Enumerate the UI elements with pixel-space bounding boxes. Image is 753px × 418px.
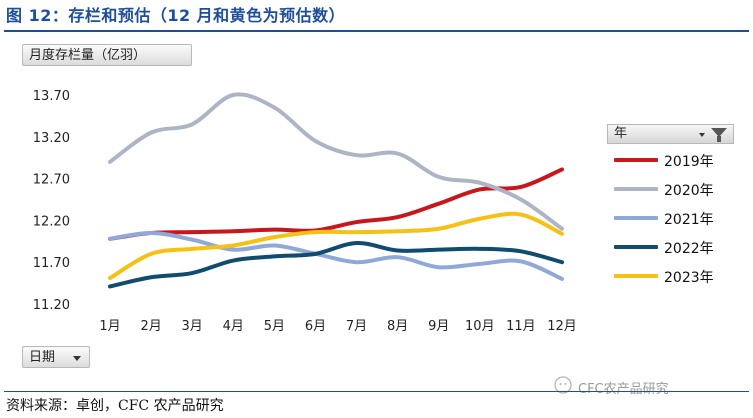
legend-item[interactable]: 2021年 bbox=[614, 208, 734, 228]
unit-field-button[interactable]: 月度存栏量（亿羽） bbox=[22, 44, 192, 66]
y-tick-label: 11.20 bbox=[33, 298, 70, 313]
legend-field-label: 年 bbox=[614, 126, 628, 141]
legend-item[interactable]: 2019年 bbox=[614, 150, 734, 170]
y-tick-label: 11.70 bbox=[33, 256, 70, 271]
x-tick-label: 3月 bbox=[182, 319, 203, 334]
title-divider bbox=[4, 30, 749, 32]
legend-label: 2022年 bbox=[664, 241, 714, 257]
date-field-button[interactable]: 日期 bbox=[22, 346, 90, 368]
legend-swatch bbox=[614, 245, 658, 249]
figure-title: 图 12：存栏和预估（12 月和黄色为预估数） bbox=[6, 6, 346, 25]
legend-label: 2019年 bbox=[664, 154, 714, 170]
x-tick-label: 6月 bbox=[305, 319, 326, 334]
chevron-down-icon[interactable] bbox=[699, 133, 705, 137]
series-layer bbox=[108, 92, 564, 289]
wechat-icon bbox=[554, 376, 572, 394]
x-tick-label: 5月 bbox=[264, 319, 285, 334]
source-note: 资料来源：卓创，CFC 农产品研究 bbox=[6, 398, 224, 414]
legend-field-header[interactable]: 年 bbox=[607, 124, 734, 144]
legend-item[interactable]: 2020年 bbox=[614, 179, 734, 199]
series-line-2 bbox=[108, 92, 564, 231]
date-field-label: 日期 bbox=[29, 350, 56, 365]
watermark: CFC农产品研究 bbox=[578, 382, 669, 397]
x-axis: 1月 2月 3月 4月 5月 6月 7月 8月 9月 10月 11月 12月 bbox=[99, 319, 576, 334]
legend-swatch bbox=[614, 187, 658, 191]
y-tick-label: 13.70 bbox=[33, 89, 70, 104]
x-tick-label: 4月 bbox=[223, 319, 244, 334]
legend-swatch bbox=[614, 158, 658, 162]
x-tick-label: 12月 bbox=[547, 319, 577, 334]
legend-item[interactable]: 2023年 bbox=[614, 266, 734, 286]
x-tick-label: 2月 bbox=[140, 319, 161, 334]
x-tick-label: 7月 bbox=[346, 319, 367, 334]
filter-icon[interactable] bbox=[711, 128, 727, 142]
series-line-1 bbox=[108, 167, 564, 241]
y-axis: 13.70 13.20 12.70 12.20 11.70 11.20 bbox=[33, 89, 70, 313]
series-line-5 bbox=[108, 211, 564, 281]
series-line-4 bbox=[108, 240, 564, 289]
legend-label: 2021年 bbox=[664, 212, 714, 228]
legend-label: 2020年 bbox=[664, 183, 714, 199]
x-tick-label: 10月 bbox=[465, 319, 495, 334]
legend-item[interactable]: 2022年 bbox=[614, 237, 734, 257]
legend-swatch bbox=[614, 274, 658, 278]
series-line-3 bbox=[108, 230, 564, 281]
x-tick-label: 9月 bbox=[428, 319, 449, 334]
y-tick-label: 12.20 bbox=[33, 214, 70, 229]
legend-label: 2023年 bbox=[664, 270, 714, 286]
x-tick-label: 1月 bbox=[99, 319, 120, 334]
footer-divider bbox=[4, 391, 749, 392]
x-tick-label: 11月 bbox=[506, 319, 536, 334]
y-tick-label: 12.70 bbox=[33, 173, 70, 188]
chevron-down-icon[interactable] bbox=[73, 356, 81, 361]
x-tick-label: 8月 bbox=[387, 319, 408, 334]
legend-swatch bbox=[614, 216, 658, 220]
y-tick-label: 13.20 bbox=[33, 131, 70, 146]
